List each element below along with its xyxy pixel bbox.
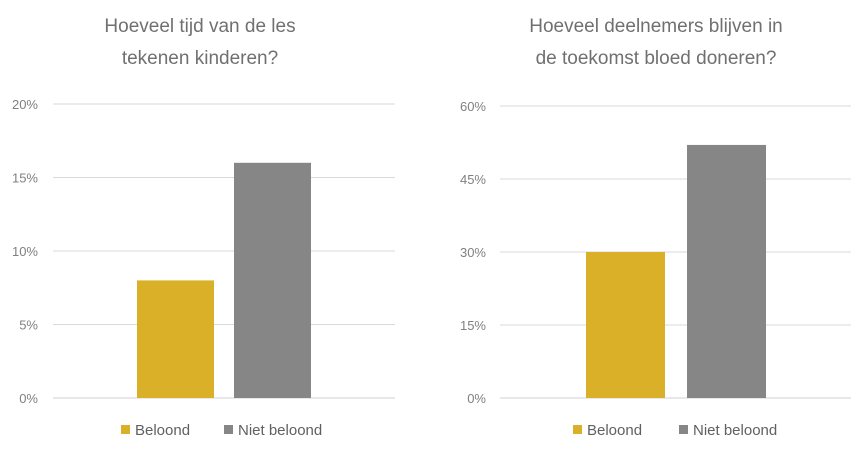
chart-1-tick-labels: 0% 5% 10% 15% 20% [12,97,38,406]
chart-1-ytick-label-0: 0% [19,391,38,406]
chart-2-ytick-label-30: 30% [460,245,486,260]
chart-1-ytick-label-15: 15% [12,171,38,186]
chart-2-ytick-label-45: 45% [460,172,486,187]
chart-1-legend: Beloond Niet beloond [121,422,322,439]
chart-2-tick-labels: 0% 15% 30% 45% 60% [460,99,486,406]
chart-1-title-line-1: Hoeveel tijd van de les [104,16,295,37]
chart-2-ytick-label-0: 0% [467,391,486,406]
chart-2-grid [500,105,851,399]
chart-2-legend-swatch-niet-beloond [679,425,688,434]
chart-2-ytick-label-60: 60% [460,99,486,114]
chart-2-legend-label-niet-beloond: Niet beloond [693,422,777,439]
chart-1-title-line-2: tekenen kinderen? [122,48,278,69]
chart-1-bar-niet-beloond [234,162,311,398]
chart-1-grid [53,103,395,399]
chart-1-ytick-label-5: 5% [19,318,38,333]
chart-1-bar-beloond [137,280,214,398]
chart-1-legend-label-beloond: Beloond [135,422,190,439]
chart-1-legend-label-niet-beloond: Niet beloond [238,422,322,439]
chart-2-bars [586,144,766,398]
chart-1-legend-swatch-beloond [121,425,130,434]
chart-2-legend-label-beloond: Beloond [587,422,642,439]
chart-2-ytick-label-15: 15% [460,318,486,333]
chart-2: Hoeveel deelnemers blijven in de toekoms… [460,16,851,439]
chart-2-title-line-2: de toekomst bloed doneren? [536,48,777,69]
chart-1-ytick-label-10: 10% [12,244,38,259]
chart-1-bars [137,162,311,398]
chart-1-legend-swatch-niet-beloond [224,425,233,434]
chart-2-bar-niet-beloond [687,144,766,398]
chart-1: Hoeveel tijd van de les tekenen kinderen… [12,16,395,439]
chart-2-legend-swatch-beloond [573,425,582,434]
chart-1-ytick-label-20: 20% [12,97,38,112]
chart-2-title-line-1: Hoeveel deelnemers blijven in [529,16,782,37]
chart-2-bar-beloond [586,252,665,398]
chart-2-legend: Beloond Niet beloond [573,422,777,439]
